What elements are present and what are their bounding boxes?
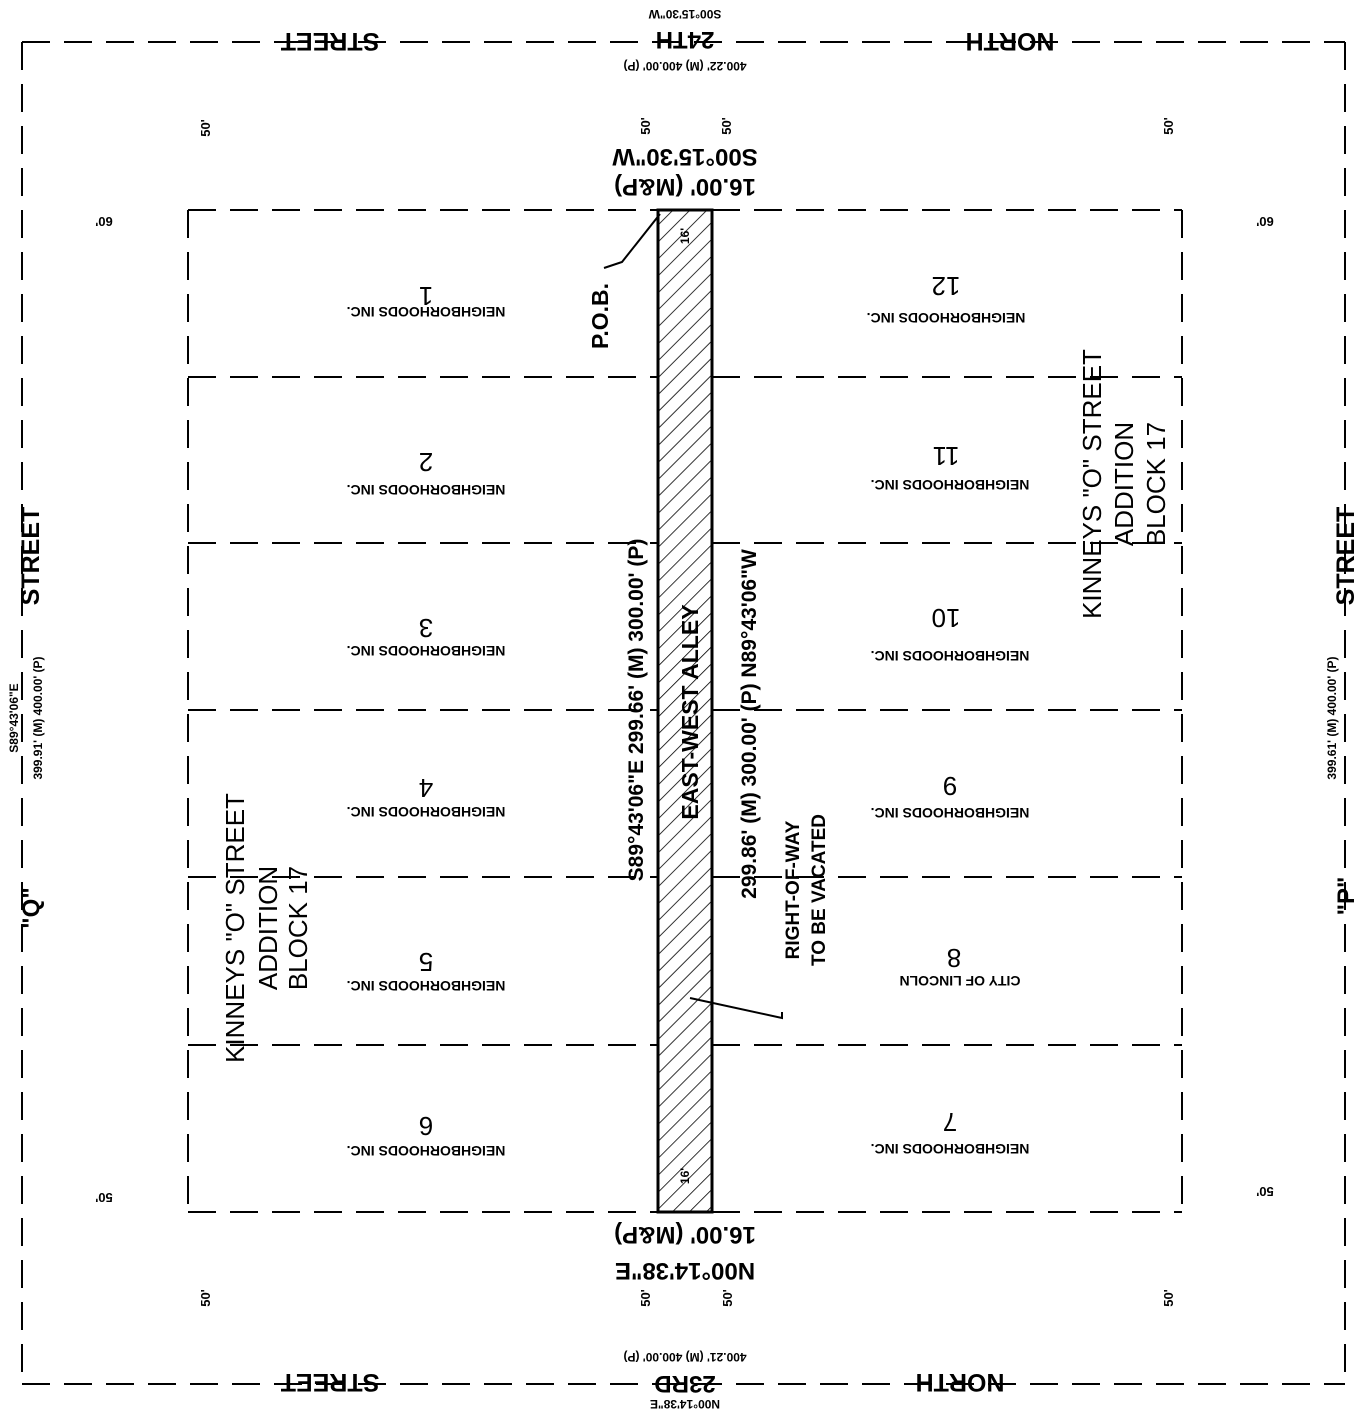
lot-4: 4 NEIGHBORHOODS INC.	[347, 773, 506, 820]
lot-owner: NEIGHBORHOODS INC.	[347, 978, 506, 994]
top-north-label: NORTH	[966, 27, 1055, 55]
subdivision-line3: BLOCK 17	[1141, 422, 1171, 546]
row-width-top-alley-left: 50'	[638, 117, 653, 135]
lot-number: 5	[419, 947, 433, 977]
row-width-top-right: 50'	[1161, 117, 1176, 135]
subdivision-line3: BLOCK 17	[283, 866, 313, 990]
vacated-label-2: TO BE VACATED	[809, 814, 830, 966]
vacated-label-1: RIGHT-OF-WAY	[783, 820, 804, 959]
alley-west-line: S89°43'06"E 299.66' (M) 300.00' (P)	[625, 539, 648, 882]
lot-1: 1 NEIGHBORHOODS INC.	[347, 281, 506, 320]
alley-east-line: 299.86' (M) 300.00' (P) N89°43'06"W	[738, 549, 761, 899]
top-street-label: STREET	[281, 27, 380, 55]
lot-owner: NEIGHBORHOODS INC.	[347, 804, 506, 820]
lot-number: 1	[419, 281, 433, 311]
alley-to-be-vacated	[656, 208, 714, 1214]
left-bearing: S89°43'06"E	[7, 683, 21, 752]
subdivision-line1: KINNEYS "O" STREET	[1077, 349, 1107, 619]
lot-7: 7 NEIGHBORHOODS INC.	[871, 1107, 1030, 1157]
row-width-bottom-left: 50'	[198, 1289, 213, 1307]
row-width-bottom-alley-left: 50'	[638, 1289, 653, 1307]
subdivision-label-left: KINNEYS "O" STREET ADDITION BLOCK 17	[220, 793, 313, 1063]
lot-8: 8 CITY OF LINCOLN	[899, 943, 1020, 989]
bottom-distance: 400.21' (M) 400.00' (P)	[623, 1350, 746, 1364]
pob-label: P.O.B.	[587, 283, 613, 349]
subdivision-line1: KINNEYS "O" STREET	[220, 793, 250, 1063]
alley-top-bearing: S00°15'30"W	[612, 143, 758, 170]
lot-number: 8	[947, 943, 961, 973]
row-width-top-left: 50'	[198, 119, 213, 137]
row-width-top-alley-right: 50'	[719, 117, 734, 135]
lot-number: 10	[932, 603, 961, 633]
row-width-bottom-alley-right: 50'	[720, 1289, 735, 1307]
bottom-street-label: STREET	[281, 1368, 380, 1396]
alley-inner-bottom: 16'	[678, 1168, 692, 1184]
subdivision-label-right: KINNEYS "O" STREET ADDITION BLOCK 17	[1077, 349, 1171, 619]
alley-bottom-bearing: N00°14'38"E	[615, 1257, 755, 1284]
top-street-name: 24TH	[656, 26, 715, 53]
right-street-name: "P"	[1333, 877, 1357, 916]
lot-owner: NEIGHBORHOODS INC.	[347, 304, 506, 320]
lot-number: 11	[933, 441, 960, 471]
row-width-left-top: 60'	[95, 214, 113, 229]
lot-2: 2 NEIGHBORHOODS INC.	[347, 447, 506, 498]
row-width-left-bottom: 50'	[95, 1190, 113, 1205]
bottom-north-label: NORTH	[916, 1368, 1005, 1396]
lot-number: 9	[943, 771, 957, 801]
bottom-street-name: 23RD	[654, 1370, 715, 1397]
alley-bottom-width: 16.00' (M&P)	[614, 1221, 756, 1248]
lot-6: 6 NEIGHBORHOODS INC.	[347, 1111, 506, 1159]
lot-number: 12	[932, 271, 961, 301]
subdivision-line2: ADDITION	[1109, 422, 1139, 546]
top-distance: 400.22' (M) 400.00' (P)	[623, 59, 746, 73]
right-street-label: STREET	[1332, 507, 1357, 606]
subdivision-line2: ADDITION	[253, 866, 283, 990]
pob-leader	[603, 213, 661, 269]
lot-number: 2	[419, 447, 433, 477]
lot-10: 10 NEIGHBORHOODS INC.	[871, 603, 1030, 664]
row-width-right-top: 60'	[1256, 214, 1274, 229]
alley-top-width: 16.00' (M&P)	[614, 173, 756, 200]
lot-3: 3 NEIGHBORHOODS INC.	[347, 613, 506, 659]
left-street-name: "Q"	[18, 887, 45, 928]
row-width-bottom-right: 50'	[1161, 1289, 1176, 1307]
right-distance: 399.61' (M) 400.00' (P)	[1325, 656, 1339, 779]
lot-11: 11 NEIGHBORHOODS INC.	[871, 441, 1030, 493]
lot-owner: NEIGHBORHOODS INC.	[347, 1143, 506, 1159]
lot-owner: CITY OF LINCOLN	[899, 973, 1020, 989]
lot-5: 5 NEIGHBORHOODS INC.	[347, 947, 506, 994]
alley-inner-top: 16'	[678, 228, 692, 244]
lot-owner: NEIGHBORHOODS INC.	[347, 482, 506, 498]
lot-number: 6	[419, 1111, 433, 1141]
lot-12: 12 NEIGHBORHOODS INC.	[867, 271, 1026, 326]
vacated-leader	[689, 997, 783, 1020]
left-street-label: STREET	[17, 507, 45, 606]
bottom-bearing: N00°14'38"E	[650, 1397, 720, 1411]
lot-number: 4	[419, 773, 433, 803]
lot-number: 3	[419, 613, 433, 643]
lot-owner: NEIGHBORHOODS INC.	[871, 805, 1030, 821]
lot-owner: NEIGHBORHOODS INC.	[871, 1141, 1030, 1157]
lot-owner: NEIGHBORHOODS INC.	[871, 648, 1030, 664]
lot-owner: NEIGHBORHOODS INC.	[867, 310, 1026, 326]
top-bearing: S00°15'30"W	[648, 7, 721, 21]
lot-owner: NEIGHBORHOODS INC.	[871, 477, 1030, 493]
left-distance: 399.91' (M) 400.00' (P)	[31, 656, 45, 779]
street-boundary	[21, 41, 1346, 1385]
lot-9: 9 NEIGHBORHOODS INC.	[871, 771, 1030, 821]
block-lines	[187, 209, 1183, 1213]
lot-number: 7	[943, 1107, 957, 1137]
lot-owner: NEIGHBORHOODS INC.	[347, 643, 506, 659]
alley-name: EAST-WEST ALLEY	[677, 604, 703, 819]
row-width-right-bottom: 50'	[1256, 1184, 1274, 1199]
